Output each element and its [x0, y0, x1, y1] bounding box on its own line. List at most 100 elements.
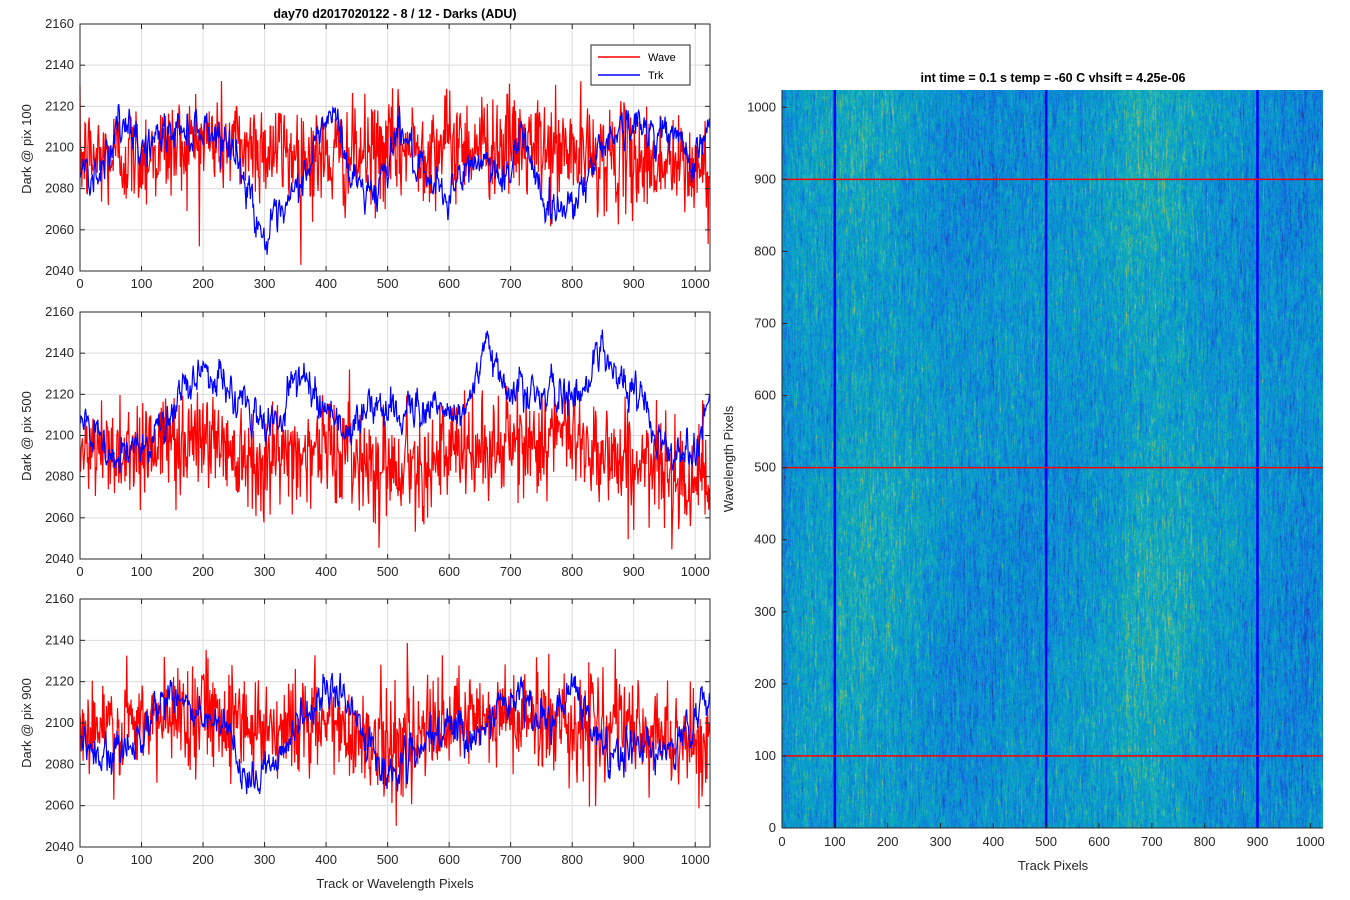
x-tick-label: 300 [930, 834, 952, 849]
axes-frame [79, 311, 711, 560]
heatmap-title: int time = 0.1 s temp = -60 C vhsift = 4… [920, 71, 1185, 85]
x-tick-label: 700 [500, 276, 522, 291]
y-tick-label: 2040 [45, 551, 74, 566]
y-tick-label: 2080 [45, 181, 74, 196]
x-tick-label: 1000 [681, 276, 710, 291]
x-tick-label: 100 [131, 276, 153, 291]
axes-box [79, 311, 711, 560]
x-tick-label: 500 [1035, 834, 1057, 849]
x-tick-label: 200 [192, 852, 214, 867]
y-tick-label: 600 [754, 388, 776, 403]
y-tick-label: 200 [754, 676, 776, 691]
x-tick-label: 700 [500, 564, 522, 579]
series-line-wave [79, 369, 710, 550]
y-axis-label: Dark @ pix 900 [19, 678, 34, 768]
x-tick-label: 900 [623, 852, 645, 867]
x-tick-label: 300 [254, 564, 276, 579]
series-group [79, 81, 710, 265]
legend-label-trk: Trk [648, 70, 664, 82]
y-tick-label: 800 [754, 243, 776, 258]
x-tick-label: 800 [1194, 834, 1216, 849]
y-tick-label: 1000 [747, 99, 776, 114]
series-group [79, 642, 710, 826]
x-tick-label: 800 [561, 276, 583, 291]
y-tick-label: 2080 [45, 756, 74, 771]
y-tick-label: 2040 [45, 839, 74, 854]
y-tick-label: 2040 [45, 263, 74, 278]
y-tick-label: 2160 [45, 591, 74, 606]
heatmap-markers [782, 90, 1323, 828]
x-tick-label: 800 [561, 564, 583, 579]
x-tick-label: 900 [623, 276, 645, 291]
series-line-trk [79, 672, 710, 795]
y-tick-label: 100 [754, 748, 776, 763]
y-tick-label: 900 [754, 171, 776, 186]
x-tick-label: 700 [1141, 834, 1163, 849]
x-tick-label: 600 [438, 276, 460, 291]
x-tick-label: 500 [377, 276, 399, 291]
legend: Wave Trk [590, 44, 691, 86]
y-tick-label: 400 [754, 532, 776, 547]
x-tick-label: 1000 [1296, 834, 1325, 849]
y-tick-label: 2060 [45, 222, 74, 237]
y-axis-label: Dark @ pix 500 [19, 391, 34, 481]
y-tick-label: 2140 [45, 632, 74, 647]
figure-title: day70 d2017020122 - 8 / 12 - Darks (ADU) [273, 7, 516, 21]
line-panel-pix-500: 0 100 200 300 400 500 600 700 800 900 1000 2040 2060… [19, 304, 711, 579]
x-tick-label: 0 [76, 564, 83, 579]
y-tick-label: 0 [769, 820, 776, 835]
x-tick-label: 200 [192, 276, 214, 291]
y-tick-label: 500 [754, 460, 776, 475]
x-tick-label: 0 [778, 834, 785, 849]
x-tick-label: 600 [438, 852, 460, 867]
series-line-trk [79, 103, 710, 255]
x-tick-label: 100 [131, 852, 153, 867]
x-tick-label: 1000 [681, 564, 710, 579]
x-tick-label: 0 [76, 852, 83, 867]
x-tick-label: 100 [131, 564, 153, 579]
x-tick-label: 0 [76, 276, 83, 291]
axes-box [79, 23, 711, 272]
x-tick-label: 300 [254, 852, 276, 867]
y-tick-label: 2160 [45, 16, 74, 31]
y-tick-label: 2100 [45, 428, 74, 443]
x-tick-label: 900 [1247, 834, 1269, 849]
x-tick-label: 100 [824, 834, 846, 849]
y-tick-label: 2060 [45, 798, 74, 813]
axes-frame [79, 598, 711, 848]
y-tick-label: 2100 [45, 140, 74, 155]
y-tick-label: 300 [754, 604, 776, 619]
series-line-trk [79, 329, 710, 475]
line-panel-pix-100: day70 d2017020122 - 8 / 12 - Darks (ADU)… [19, 7, 711, 291]
heatmap-y-axis-label: Wavelength Pixels [721, 405, 736, 512]
tick-labels: 0 100 200 300 400 500 600 700 800 900 1000 2040 2060… [45, 591, 710, 867]
y-tick-label: 2140 [45, 345, 74, 360]
x-tick-label: 600 [1088, 834, 1110, 849]
x-tick-label: 500 [377, 564, 399, 579]
x-tick-label: 500 [377, 852, 399, 867]
legend-label-wave: Wave [648, 52, 676, 64]
y-tick-label: 2140 [45, 57, 74, 72]
y-tick-label: 2120 [45, 98, 74, 113]
y-tick-label: 2100 [45, 715, 74, 730]
heatmap-image [782, 90, 1323, 828]
tick-labels: 0 100 200 300 400 500 600 700 800 900 1000 0 100 200 3… [747, 99, 1325, 849]
y-tick-label: 700 [754, 316, 776, 331]
x-tick-label: 1000 [681, 852, 710, 867]
axes-frame [781, 90, 1323, 829]
series-group [79, 329, 710, 550]
y-tick-label: 2080 [45, 469, 74, 484]
x-tick-label: 800 [561, 852, 583, 867]
x-tick-label: 400 [315, 564, 337, 579]
y-tick-label: 2120 [45, 674, 74, 689]
x-tick-label: 200 [192, 564, 214, 579]
x-tick-label: 400 [315, 276, 337, 291]
tick-labels: 0 100 200 300 400 500 600 700 800 900 1000 2040 2060… [45, 304, 710, 579]
tick-labels: 0 100 200 300 400 500 600 700 800 900 1000 2040 2060… [45, 16, 710, 291]
axes-box [79, 598, 711, 848]
series-line-wave [79, 642, 710, 826]
legend-box [590, 44, 691, 86]
line-panel-pix-900: 0 100 200 300 400 500 600 700 800 900 1000 2040 2060… [19, 591, 711, 891]
x-tick-label: 700 [500, 852, 522, 867]
x-tick-label: 600 [438, 564, 460, 579]
